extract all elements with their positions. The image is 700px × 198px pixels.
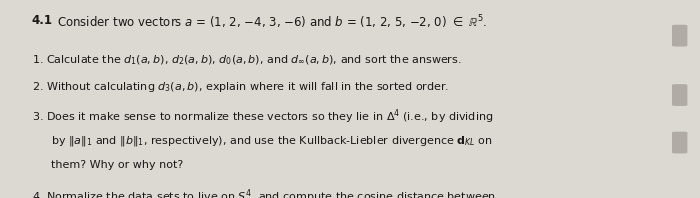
Text: Consider two vectors $a$ = (1, 2, $-$4, 3, $-$6) and $b$ = (1, 2, 5, $-$2, 0) $\: Consider two vectors $a$ = (1, 2, $-$4, …: [57, 14, 487, 31]
Text: 2. Without calculating $d_3(a, b)$, explain where it will fall in the sorted ord: 2. Without calculating $d_3(a, b)$, expl…: [32, 80, 449, 94]
Text: 4. Normalize the data sets to live on $S^4$, and compute the cosine distance bet: 4. Normalize the data sets to live on $S…: [32, 187, 496, 198]
FancyBboxPatch shape: [672, 84, 687, 106]
FancyBboxPatch shape: [672, 25, 687, 47]
Text: 4.1: 4.1: [32, 14, 52, 27]
Text: by $\|a\|_1$ and $\|b\|_1$, respectively), and use the Kullback-Liebler divergen: by $\|a\|_1$ and $\|b\|_1$, respectively…: [51, 134, 493, 148]
Text: them? Why or why not?: them? Why or why not?: [51, 160, 183, 170]
FancyBboxPatch shape: [672, 132, 687, 153]
Text: 1. Calculate the $d_1(a, b)$, $d_2(a, b)$, $d_0(a, b)$, and $d_\infty(a, b)$, an: 1. Calculate the $d_1(a, b)$, $d_2(a, b)…: [32, 53, 461, 67]
Text: 3. Does it make sense to normalize these vectors so they lie in $\Delta^4$ (i.e.: 3. Does it make sense to normalize these…: [32, 107, 493, 126]
